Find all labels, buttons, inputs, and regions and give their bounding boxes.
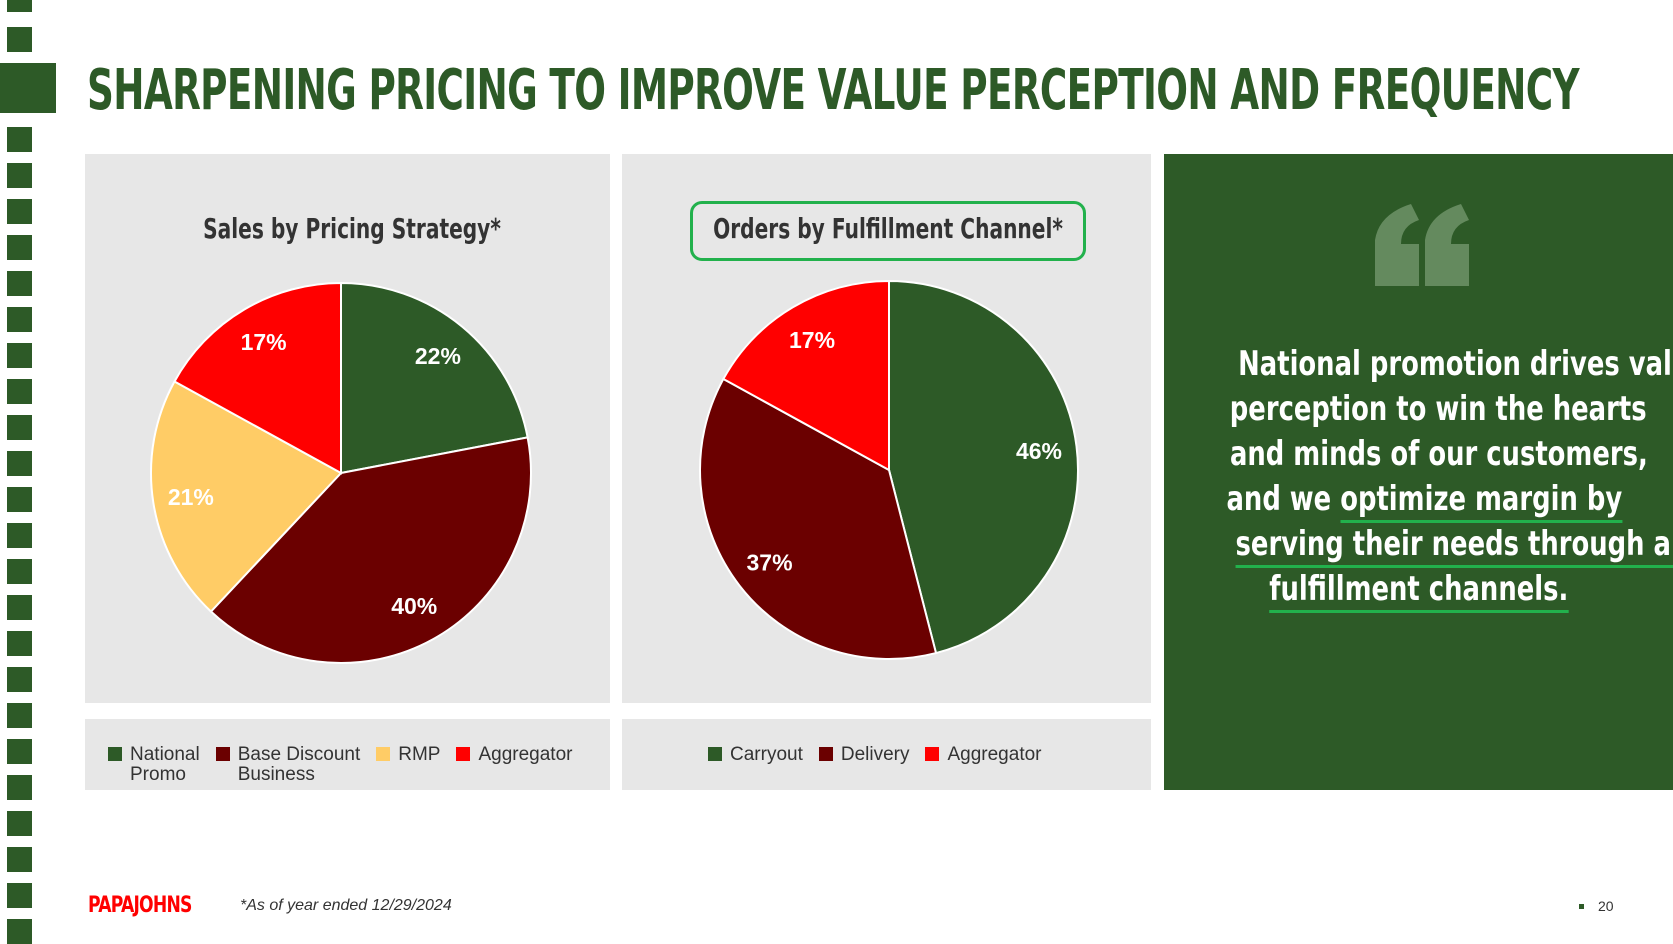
side-square: [7, 379, 32, 404]
legend-swatch: [925, 747, 940, 761]
side-square: [7, 559, 32, 584]
legend-item: National Promo: [108, 745, 200, 785]
papa-johns-logo: PAPAJOHNS: [88, 893, 192, 918]
legend-label: Carryout: [730, 744, 803, 765]
quote-line: perception to win the hearts: [1164, 389, 1673, 434]
quote-text-segment: National promotion drives value: [1238, 344, 1673, 384]
legend-item: Base Discount Business: [215, 744, 361, 785]
underlined-text: optimize margin by: [1340, 479, 1623, 523]
side-square: [7, 127, 32, 152]
legend-panel-pricing: [85, 719, 610, 790]
pie-slice-national-promo: [340, 281, 529, 475]
chart-title-highlight: [690, 201, 1086, 261]
data-label: 22%: [415, 343, 461, 369]
legend-swatch: [376, 747, 391, 761]
side-square: [7, 703, 32, 728]
legend-item: RMP: [376, 745, 440, 785]
legend-swatch: [456, 747, 471, 761]
chart-title-fulfillment: Orders by Fulfillment Channel*: [713, 212, 1063, 245]
chart-title-pricing: Sales by Pricing Strategy*: [203, 212, 501, 245]
side-square: [7, 883, 32, 908]
data-label: 21%: [168, 484, 214, 510]
quote-text-segment: and minds of our customers,: [1229, 434, 1648, 474]
footnote: *As of year ended 12/29/2024: [240, 897, 452, 914]
side-square: [7, 27, 32, 52]
pie-slice-rmp: [150, 380, 343, 613]
side-square: [7, 595, 32, 620]
underlined-text: serving their needs through all: [1235, 524, 1673, 568]
side-square: [7, 811, 32, 836]
legend-label: Aggregator: [478, 744, 573, 765]
page-title: SHARPENING PRICING TO IMPROVE VALUE PERC…: [87, 58, 1580, 123]
side-square: [7, 0, 32, 12]
side-square: [7, 631, 32, 656]
page-bullet: [1579, 904, 1584, 909]
legend-item: Aggregator: [925, 744, 1042, 765]
quote-text: National promotion drives value perceptio…: [1164, 344, 1673, 614]
side-square: [7, 163, 32, 188]
side-square: [7, 667, 32, 692]
side-square: [7, 235, 32, 260]
side-square: [7, 343, 32, 368]
side-square: [7, 847, 32, 872]
title-marker: [0, 63, 56, 113]
legend-label: Base Discount Business: [237, 744, 361, 785]
legend-label: National Promo: [130, 744, 200, 785]
legend-item: Carryout: [708, 745, 803, 765]
legend-label: Delivery: [840, 744, 910, 765]
quote-line: National promotion drives value: [1164, 344, 1673, 389]
data-label: 40%: [391, 593, 437, 619]
side-square: [7, 451, 32, 476]
legend-fulfillment: Carryout Delivery Aggregator: [708, 745, 1058, 765]
side-square: [7, 307, 32, 332]
legend-label: Aggregator: [947, 744, 1042, 765]
legend-label: RMP: [398, 744, 441, 765]
data-label: 17%: [789, 327, 835, 353]
side-square: [7, 775, 32, 800]
quote-text-segment: perception to win the hearts: [1229, 389, 1647, 429]
side-square: [7, 739, 32, 764]
page-number: 20: [1598, 898, 1614, 914]
quote-line: serving their needs through all: [1164, 524, 1673, 569]
legend-item: Aggregator: [456, 745, 572, 785]
side-square: [7, 523, 32, 548]
data-label: 17%: [241, 329, 287, 355]
pie-slice-carryout: [888, 279, 1079, 655]
pie-slice-base-discount-business: [209, 436, 532, 664]
side-square: [7, 415, 32, 440]
legend-swatch: [708, 747, 722, 761]
pie-slice-aggregator: [722, 279, 890, 472]
quote-line: and minds of our customers,: [1164, 434, 1673, 479]
data-label: 46%: [1016, 438, 1062, 464]
legend-swatch: [215, 747, 230, 761]
data-label: 37%: [747, 550, 793, 576]
legend-swatch: [108, 747, 122, 761]
legend-item: Delivery: [818, 744, 910, 765]
side-square: [7, 487, 32, 512]
legend-pricing: National Promo Base Discount Business RMP A…: [108, 745, 588, 785]
legend-swatch: [818, 747, 833, 761]
pie-slice-aggregator: [173, 281, 342, 475]
quote-line: and we optimize margin by: [1164, 479, 1673, 524]
quote-panel: National promotion drives value perceptio…: [1164, 154, 1673, 790]
quote-line: fulfillment channels.: [1164, 569, 1673, 614]
pie-slice-delivery: [699, 377, 938, 660]
quote-text-segment: and we: [1226, 479, 1341, 519]
underlined-text: fulfillment channels.: [1268, 569, 1569, 613]
side-square: [7, 199, 32, 224]
side-square: [7, 271, 32, 296]
quote-mark-icon: [1375, 204, 1469, 286]
